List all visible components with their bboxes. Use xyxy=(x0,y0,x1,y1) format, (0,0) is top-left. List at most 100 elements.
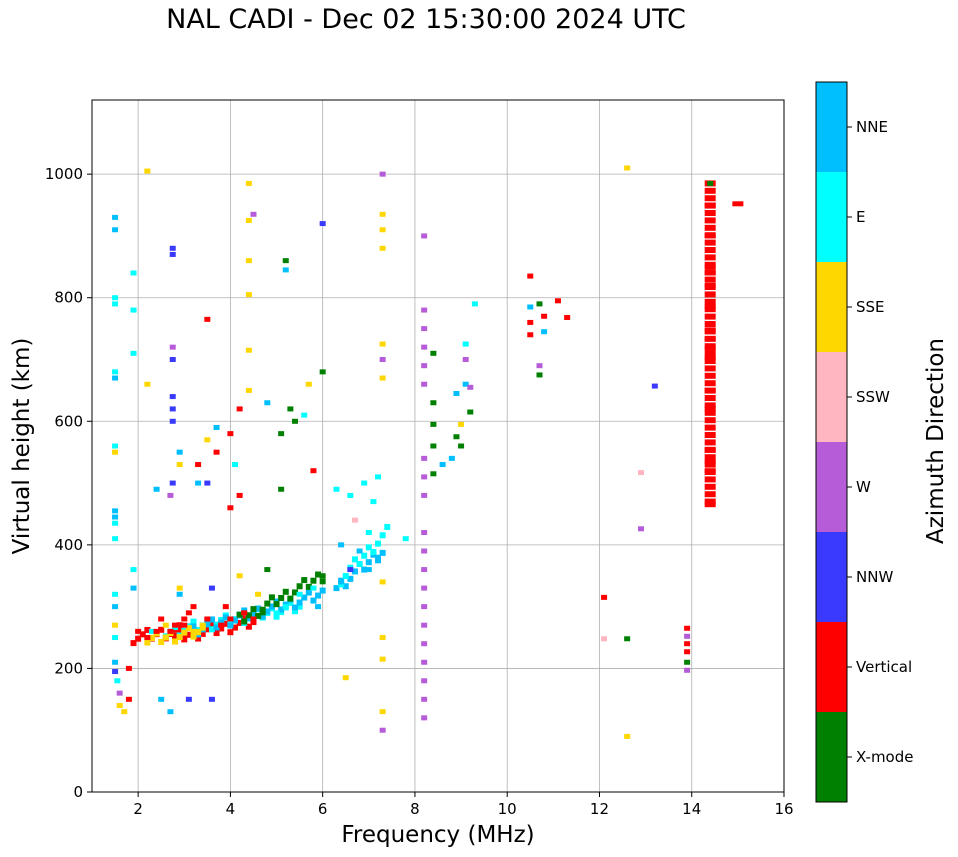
x-tick-label: 10 xyxy=(498,800,517,818)
echo-point xyxy=(169,406,176,412)
echo-point xyxy=(430,443,437,449)
echo-point xyxy=(169,344,176,350)
trace-point xyxy=(379,549,386,556)
colorbar-segment xyxy=(816,172,847,262)
trace-point xyxy=(213,624,220,631)
echo-point xyxy=(732,201,744,207)
echo-point xyxy=(112,591,119,597)
echo-point xyxy=(264,567,271,573)
echo-point xyxy=(232,462,239,468)
trace-point xyxy=(365,544,372,551)
trace-point xyxy=(218,619,225,626)
x-tick-label: 12 xyxy=(590,800,609,818)
echo-point xyxy=(144,381,151,387)
trace-point xyxy=(704,491,716,498)
echo-point xyxy=(319,221,326,227)
echo-point xyxy=(153,628,160,634)
trace-point xyxy=(158,626,165,633)
echo-point xyxy=(116,690,123,696)
echo-point xyxy=(112,520,119,526)
echo-point xyxy=(135,628,142,634)
echo-point xyxy=(527,332,534,338)
echo-point xyxy=(379,227,386,233)
trace-point xyxy=(222,620,229,627)
trace-point xyxy=(361,566,368,573)
trace-point xyxy=(273,613,280,620)
echo-point xyxy=(684,633,691,639)
echo-point xyxy=(278,486,285,492)
trace-point xyxy=(172,632,179,639)
echo-point xyxy=(245,387,252,393)
echo-point xyxy=(704,233,716,239)
trace-point xyxy=(130,640,137,647)
trace-point xyxy=(259,613,266,620)
echo-point xyxy=(158,616,165,622)
echo-point xyxy=(208,585,215,591)
trace-point xyxy=(158,639,165,646)
echo-point xyxy=(169,480,176,486)
trace-point xyxy=(704,276,716,283)
trace-point xyxy=(704,461,716,468)
trace-point xyxy=(208,616,215,623)
echo-point xyxy=(236,573,243,579)
echo-point xyxy=(167,492,174,498)
echo-point xyxy=(204,437,211,443)
trace-point xyxy=(185,625,192,632)
echo-point xyxy=(637,526,644,532)
echo-point xyxy=(704,264,716,270)
echo-point xyxy=(112,536,119,542)
echo-point xyxy=(536,372,543,378)
trace-point xyxy=(264,600,271,607)
echo-point xyxy=(704,270,716,276)
trace-point xyxy=(704,454,716,461)
echo-point xyxy=(338,579,345,585)
y-axis-label: Virtual height (km) xyxy=(9,338,35,555)
trace-point xyxy=(144,626,151,633)
trace-point xyxy=(250,610,257,617)
echo-point xyxy=(310,585,317,591)
echo-point xyxy=(379,357,386,362)
echo-point xyxy=(301,412,308,418)
trace-point xyxy=(273,601,280,608)
echo-point xyxy=(319,369,326,375)
trace-point xyxy=(704,395,716,402)
echo-point xyxy=(453,434,460,440)
trace-point xyxy=(704,210,716,217)
trace-point xyxy=(236,619,243,626)
trace-point xyxy=(144,639,151,646)
echo-point xyxy=(130,585,137,591)
echo-point xyxy=(112,214,119,220)
trace-point xyxy=(241,615,248,622)
trace-point xyxy=(704,239,716,246)
trace-point xyxy=(319,578,326,585)
echo-point xyxy=(338,542,345,548)
echo-point xyxy=(704,202,716,208)
echo-point xyxy=(241,610,248,616)
echo-point xyxy=(684,667,691,673)
trace-point xyxy=(135,635,142,642)
trace-point xyxy=(704,187,716,194)
trace-point xyxy=(176,634,183,641)
echo-point xyxy=(453,390,460,396)
trace-point xyxy=(287,595,294,602)
trace-point xyxy=(704,372,716,379)
trace-point xyxy=(162,634,169,641)
echo-point xyxy=(250,211,257,217)
echo-point xyxy=(245,347,252,353)
echo-point xyxy=(112,369,119,375)
echo-point xyxy=(310,468,317,474)
data-marks xyxy=(112,165,744,739)
echo-point xyxy=(112,669,119,675)
colorbar-frame xyxy=(815,81,848,803)
echo-point xyxy=(204,616,211,622)
trace-point xyxy=(315,592,322,599)
echo-point xyxy=(375,474,382,480)
echo-point xyxy=(421,326,428,332)
echo-point xyxy=(245,258,252,264)
echo-point xyxy=(684,649,691,655)
trace-point xyxy=(245,623,252,630)
trace-point xyxy=(291,604,298,611)
colorbar-segment xyxy=(816,442,847,532)
trace-point xyxy=(227,629,234,636)
trace-point xyxy=(301,594,308,601)
